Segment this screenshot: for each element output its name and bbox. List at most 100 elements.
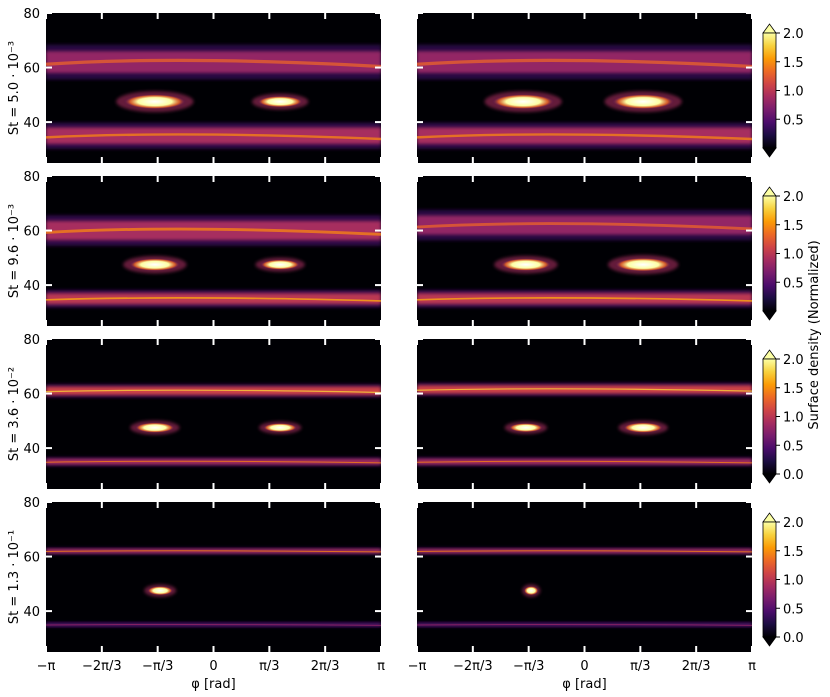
panel-content: [417, 382, 752, 467]
colorbars: 0.51.01.52.00.51.01.52.00.00.51.01.52.00…: [762, 23, 804, 647]
colorbar-tick-label: 2.0: [783, 27, 804, 42]
colorbar-tick-label: 1.0: [783, 248, 804, 263]
colorbar-bar: [762, 195, 777, 312]
colorbar-extend-max: [762, 186, 777, 197]
colorbar-r1: 0.5 1.0 1.5 2.0: [762, 23, 804, 158]
dust-clump: [129, 258, 181, 271]
x-tick-label: −π/3: [142, 659, 173, 674]
x-tick-label: π/3: [259, 659, 279, 674]
heatmap-panel-r1-c2: [417, 13, 752, 163]
y-tick-label: 80: [23, 333, 40, 348]
dust-filament: [46, 297, 381, 302]
heatmap-panel-r3-c1: [46, 339, 381, 489]
x-tick-label: 2π/3: [311, 659, 340, 674]
dust-filament: [46, 623, 381, 626]
dust-filament: [417, 58, 752, 69]
colorbar-label: Surface density (Normalized): [807, 240, 822, 429]
panel-ticks-r4-c2: −π −2π/3 −π/3 0 π/3 2π/3 π φ [rad]: [408, 501, 756, 692]
colorbar-bar: [762, 32, 777, 149]
dust-filament: [46, 460, 381, 464]
colorbar-extend-min: [762, 147, 777, 158]
x-axis-label: φ [rad]: [191, 677, 235, 692]
dust-filament: [46, 227, 381, 236]
colorbar-tick-label: 1.5: [783, 382, 804, 397]
y-tick-label: 60: [23, 551, 40, 566]
panel-content: [46, 384, 381, 467]
dust-filament: [417, 460, 752, 464]
colorbar-tick-label: 2.0: [783, 516, 804, 531]
colorbar-tick-label: 2.0: [783, 353, 804, 368]
panel-content: [46, 547, 381, 628]
dust-clump: [257, 95, 303, 108]
dust-clump: [123, 94, 186, 110]
x-tick-label: −2π/3: [453, 659, 493, 674]
colorbar-r2: 0.5 1.0 1.5 2.0: [762, 186, 804, 321]
heatmap-panel-r4-c1: [46, 502, 381, 652]
panel-ticks-r3-c1: 40 60 80: [23, 333, 382, 489]
colorbar-bar: [762, 358, 777, 475]
colorbar-tick-label: 0.5: [783, 439, 804, 454]
x-axis-label: φ [rad]: [562, 677, 606, 692]
panel-ticks-r1-c1: 40 60 80: [23, 7, 382, 163]
heatmap-panel-r3-c2: [417, 339, 752, 489]
colorbar-tick-label: 1.5: [783, 56, 804, 71]
dust-filament: [417, 222, 752, 231]
panel-background: [417, 502, 752, 652]
panel-background: [46, 502, 381, 652]
colorbar-r3: 0.0 0.5 1.0 1.5 2.0: [762, 349, 804, 484]
x-tick-label: π: [748, 659, 756, 674]
y-tick-label: 40: [23, 279, 40, 294]
y-tick-label: 40: [23, 605, 40, 620]
dust-clump: [614, 257, 672, 272]
y-tick-label: 40: [23, 116, 40, 131]
y-axis-label: St = 1.3 · 10⁻¹: [7, 530, 22, 624]
dust-clump: [500, 258, 552, 271]
heatmap-panel-r1-c1: [46, 13, 381, 163]
x-tick-label: −π: [408, 659, 427, 674]
panel-ticks-r2-c1: 40 60 80: [23, 170, 382, 326]
dust-clump: [612, 94, 675, 110]
colorbar-tick-label: 1.0: [783, 574, 804, 589]
colorbar-extend-min: [762, 473, 777, 484]
dust-clump: [147, 586, 173, 596]
dust-filament: [46, 58, 381, 69]
dust-clump: [623, 422, 663, 433]
y-tick-label: 80: [23, 170, 40, 185]
dust-filament: [46, 389, 381, 394]
y-tick-label: 60: [23, 388, 40, 403]
dust-filament: [417, 388, 752, 392]
dust-filament: [417, 550, 752, 553]
panel-content: [46, 44, 381, 149]
colorbar-tick-label: 1.5: [783, 219, 804, 234]
panel-content: [46, 215, 381, 308]
x-tick-label: −π: [37, 659, 56, 674]
colorbar-tick-label: 0.5: [783, 602, 804, 617]
dust-filament: [417, 297, 752, 302]
x-tick-label: π: [377, 659, 385, 674]
dust-clump: [263, 423, 298, 433]
dust-filament: [417, 623, 752, 626]
colorbar-tick-label: 1.0: [783, 411, 804, 426]
colorbar-tick-label: 0.0: [783, 631, 804, 646]
colorbar-extend-max: [762, 512, 777, 523]
panel-ticks-r1-c2: [416, 12, 753, 163]
dust-clump: [508, 423, 543, 433]
dust-clump: [260, 259, 300, 270]
dust-filament: [46, 550, 381, 553]
heatmap-panel-r2-c1: [46, 176, 381, 326]
colorbar-extend-max: [762, 349, 777, 360]
x-tick-label: 0: [580, 659, 588, 674]
colorbar-r4: 0.0 0.5 1.0 1.5 2.0: [762, 512, 804, 647]
x-tick-label: 0: [209, 659, 217, 674]
x-tick-label: −2π/3: [82, 659, 122, 674]
heatmap-panel-r2-c2: [417, 176, 752, 326]
panel-ticks-r4-c1: 40 60 80 −π −2π/3 −π/3 0 π/3 2π/3 π φ [rad]: [23, 496, 385, 692]
y-axis-label: St = 3.6 · 10⁻²: [7, 367, 22, 461]
panel-background: [417, 339, 752, 489]
y-tick-label: 60: [23, 62, 40, 77]
panel-content: [417, 209, 752, 308]
panel-content: [417, 547, 752, 628]
heatmap-panels: [46, 13, 752, 652]
